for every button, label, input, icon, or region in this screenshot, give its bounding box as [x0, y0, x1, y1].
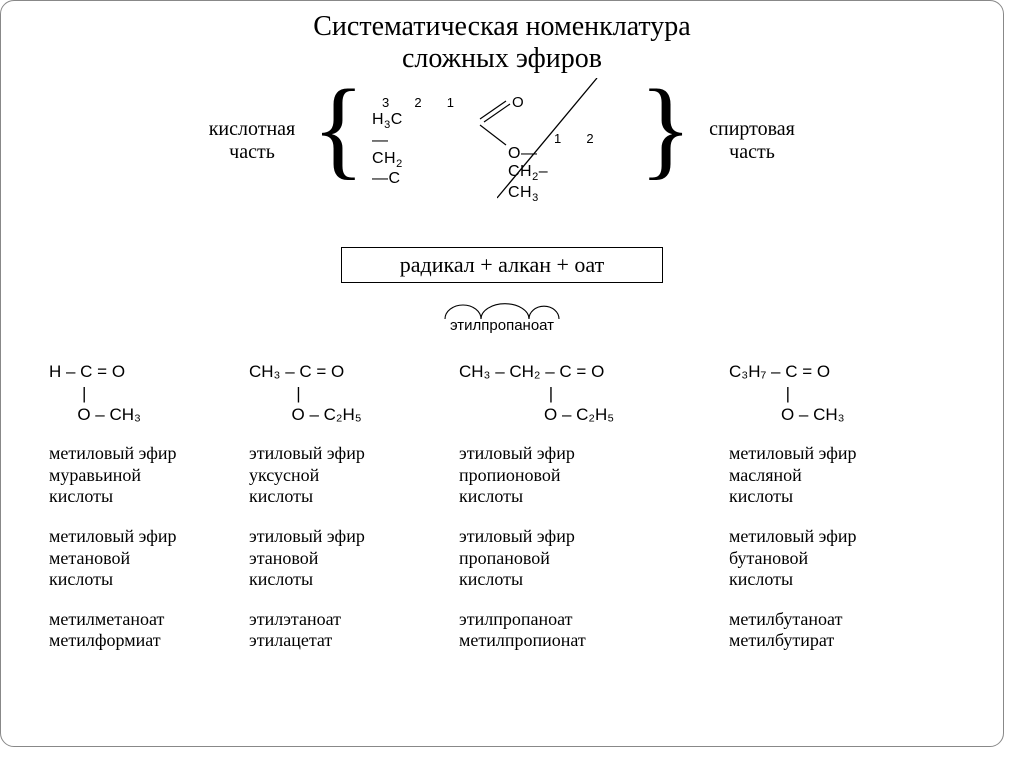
- example-word-block: этилпропаноат: [9, 301, 995, 337]
- alc-label-l1: спиртовая: [709, 118, 795, 140]
- title-line2: сложных эфиров: [402, 43, 602, 74]
- alcohol-chain: O—CH2–CH3: [508, 145, 548, 203]
- svg-text:O: O: [512, 95, 524, 111]
- acid-chain: H3C—CH2—C: [372, 111, 403, 187]
- structure-col-1: CH₃ – C = O | O – C₂H₅: [249, 361, 449, 425]
- systematic-name-3: метиловый эфирбутановойкислоты: [729, 526, 949, 591]
- structure-col-3: C₃H₇ – C = O | O – CH₃: [729, 361, 949, 425]
- short-name-2: этилпропаноатметилпропионат: [459, 609, 719, 652]
- page-title: Систематическая номенклатура сложных эфи…: [9, 11, 995, 75]
- structure-col-0: H – C = O | O – CH₃: [49, 361, 239, 425]
- examples-grid: H – C = O | O – CH₃ CH₃ – C = O | O – C₂…: [49, 361, 985, 652]
- alc-label-l2: часть: [729, 141, 775, 163]
- acid-carbon-numbers: 3 2 1: [382, 95, 455, 110]
- brace-left-icon: {: [312, 73, 365, 183]
- alc-carbon-numbers: 1 2: [554, 131, 594, 146]
- title-line1: Систематическая номенклатура: [313, 11, 690, 42]
- systematic-name-1: этиловый эфирэтановой кислоты: [249, 526, 449, 591]
- short-name-0: метилметаноатметилформиат: [49, 609, 239, 652]
- trivial-name-0: метиловый эфирмуравьинойкислоты: [49, 443, 239, 508]
- acid-label-l2: часть: [229, 141, 275, 163]
- systematic-name-2: этиловый эфирпропановойкислоты: [459, 526, 719, 591]
- double-bond-o-icon: O: [478, 95, 528, 123]
- page-frame: Систематическая номенклатура сложных эфи…: [0, 0, 1004, 747]
- naming-scheme: кислотная часть { 3 2 1 H3C—CH2—C O 1 2 …: [182, 83, 822, 243]
- acid-label-l1: кислотная: [209, 118, 296, 140]
- acid-part-label: кислотная часть: [182, 118, 322, 164]
- alcohol-part-label: спиртовая часть: [682, 118, 822, 164]
- structure-col-2: CH₃ – CH₂ – C = O | O – C₂H₅: [459, 361, 719, 425]
- short-name-1: этилэтаноатэтилацетат: [249, 609, 449, 652]
- systematic-name-0: метиловый эфирметановойкислоты: [49, 526, 239, 591]
- trivial-name-1: этиловый эфируксусной кислоты: [249, 443, 449, 508]
- naming-rule-box: радикал + алкан + оат: [341, 247, 663, 283]
- short-name-3: метилбутаноатметилбутират: [729, 609, 949, 652]
- trivial-name-2: этиловый эфирпропионовойкислоты: [459, 443, 719, 508]
- trivial-name-3: метиловый эфирмаслянойкислоты: [729, 443, 949, 508]
- example-word-text: этилпропаноат: [450, 317, 554, 334]
